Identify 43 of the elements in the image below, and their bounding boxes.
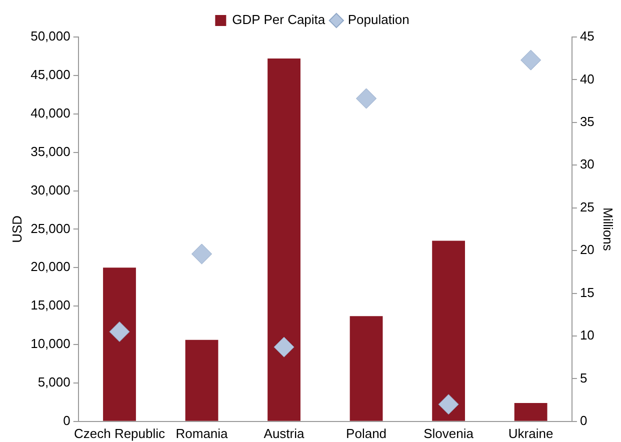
y2-tick-label: 0	[580, 412, 588, 428]
y2-tick-label: 40	[580, 71, 594, 86]
x-tick-label: Czech Republic	[74, 426, 166, 441]
y2-tick-label: 30	[580, 156, 594, 172]
legend-label: Population	[348, 12, 410, 28]
point	[109, 321, 130, 342]
y-tick-label: 35,000	[30, 144, 70, 159]
y-tick-label: 15,000	[30, 298, 70, 313]
y2-tick-label: 20	[580, 242, 594, 258]
point	[356, 88, 377, 109]
point	[520, 50, 542, 70]
x-tick-label: Romania	[176, 426, 229, 441]
y-tick-label: 5,000	[38, 374, 70, 390]
y-axis-title: USD	[9, 215, 24, 243]
y2-tick-label: 10	[580, 328, 594, 343]
y2-tick-label: 35	[580, 114, 594, 129]
bar	[268, 58, 300, 421]
y2-tick-label: 15	[580, 284, 594, 300]
y-tick-label: 0	[63, 412, 70, 428]
x-tick-label: Slovenia	[424, 426, 474, 441]
y2-axis-title: Millions	[600, 208, 616, 252]
x-tick-label: Ukraine	[508, 426, 554, 441]
bar	[103, 268, 136, 421]
x-tick-label: Poland	[346, 426, 387, 441]
y-tick-label: 45,000	[30, 67, 70, 82]
y-tick-label: 10,000	[30, 336, 70, 352]
y2-tick-label: 5	[580, 370, 588, 386]
bar	[185, 340, 218, 421]
point	[438, 394, 459, 415]
bar	[350, 316, 383, 421]
y-tick-label: 20,000	[30, 259, 70, 274]
x-tick-label: Austria	[264, 426, 306, 441]
y-tick-label: 25,000	[30, 220, 70, 236]
bar	[514, 402, 548, 421]
y-tick-label: 50,000	[30, 28, 70, 44]
point	[192, 244, 212, 264]
legend-label: GDP Per Capita	[232, 12, 326, 28]
point	[274, 336, 294, 358]
y-tick-label: 30,000	[30, 182, 70, 198]
bar	[432, 240, 465, 421]
y2-tick-label: 25	[580, 199, 594, 214]
y2-tick-label: 45	[580, 28, 594, 44]
y-tick-label: 40,000	[30, 105, 70, 120]
